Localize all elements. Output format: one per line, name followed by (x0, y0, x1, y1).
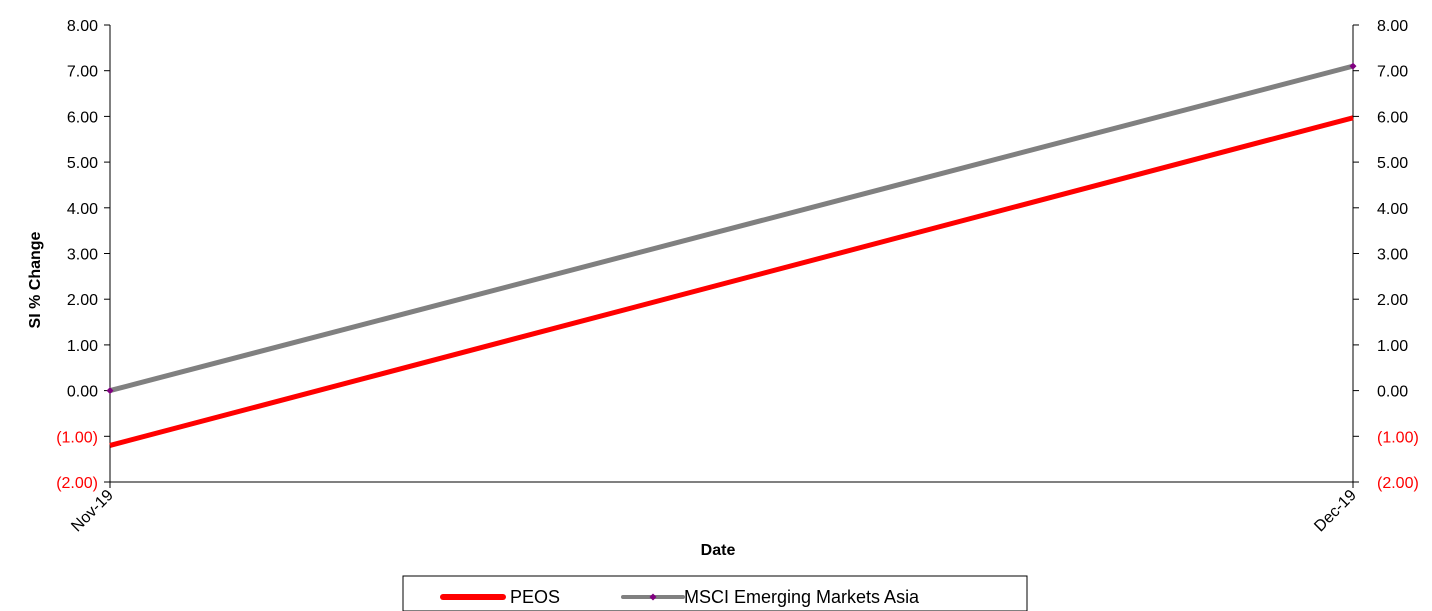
y-tick-label-right: (1.00) (1377, 429, 1419, 446)
x-axis-ticks: Nov-19 Dec-19 (68, 482, 1360, 535)
x-tick-label: Nov-19 (68, 487, 117, 536)
y-tick-label-left: 8.00 (67, 18, 98, 35)
series-line-1 (109, 63, 1354, 394)
axes (109, 25, 1354, 483)
y-tick-label-right: 7.00 (1377, 64, 1408, 81)
x-tick-label: Dec-19 (1311, 487, 1360, 536)
x-axis-title: Date (701, 542, 736, 559)
y-tick-label-right: 2.00 (1377, 292, 1408, 309)
y-tick-label-right: 0.00 (1377, 384, 1408, 401)
y-tick-label-right: 1.00 (1377, 338, 1408, 355)
y-tick-label-left: 0.00 (67, 384, 98, 401)
y-tick-label-right: 4.00 (1377, 201, 1408, 218)
legend-marker-1 (649, 593, 657, 601)
y-axis-right-ticks: 8.00 7.00 6.00 5.00 4.00 3.00 2.00 1.00 0.00 (1.0… (1353, 18, 1419, 492)
y-tick-label-left: 3.00 (67, 247, 98, 264)
y-tick-label-left: 7.00 (67, 64, 98, 81)
legend-label-1: MSCI Emerging Markets Asia (684, 587, 920, 607)
legend: PEOS MSCI Emerging Markets Asia (402, 575, 1028, 611)
series-marker-1 (106, 387, 114, 395)
legend-box (402, 575, 1028, 611)
y-tick-label-left: 4.00 (67, 201, 98, 218)
y-tick-label-left: (1.00) (56, 429, 98, 446)
y-tick-label-left: (2.00) (56, 475, 98, 492)
series-layer (106, 62, 1357, 448)
legend-label-0: PEOS (510, 587, 560, 607)
y-tick-label-right: 3.00 (1377, 247, 1408, 264)
y-tick-label-left: 5.00 (67, 155, 98, 172)
y-tick-label-right: 5.00 (1377, 155, 1408, 172)
y-axis-title: SI % Change (27, 231, 44, 328)
y-tick-label-left: 2.00 (67, 292, 98, 309)
y-tick-label-right: (2.00) (1377, 475, 1419, 492)
y-axis-left-ticks: 8.00 7.00 6.00 5.00 4.00 3.00 2.00 1.00 0.00 (1.0… (56, 18, 110, 492)
y-tick-label-left: 6.00 (67, 109, 98, 126)
series-line-0 (109, 115, 1354, 448)
y-tick-label-left: 1.00 (67, 338, 98, 355)
y-tick-label-right: 8.00 (1377, 18, 1408, 35)
series-marker-1 (1349, 62, 1357, 70)
y-tick-label-right: 6.00 (1377, 109, 1408, 126)
legend-items: PEOS MSCI Emerging Markets Asia (440, 587, 920, 607)
